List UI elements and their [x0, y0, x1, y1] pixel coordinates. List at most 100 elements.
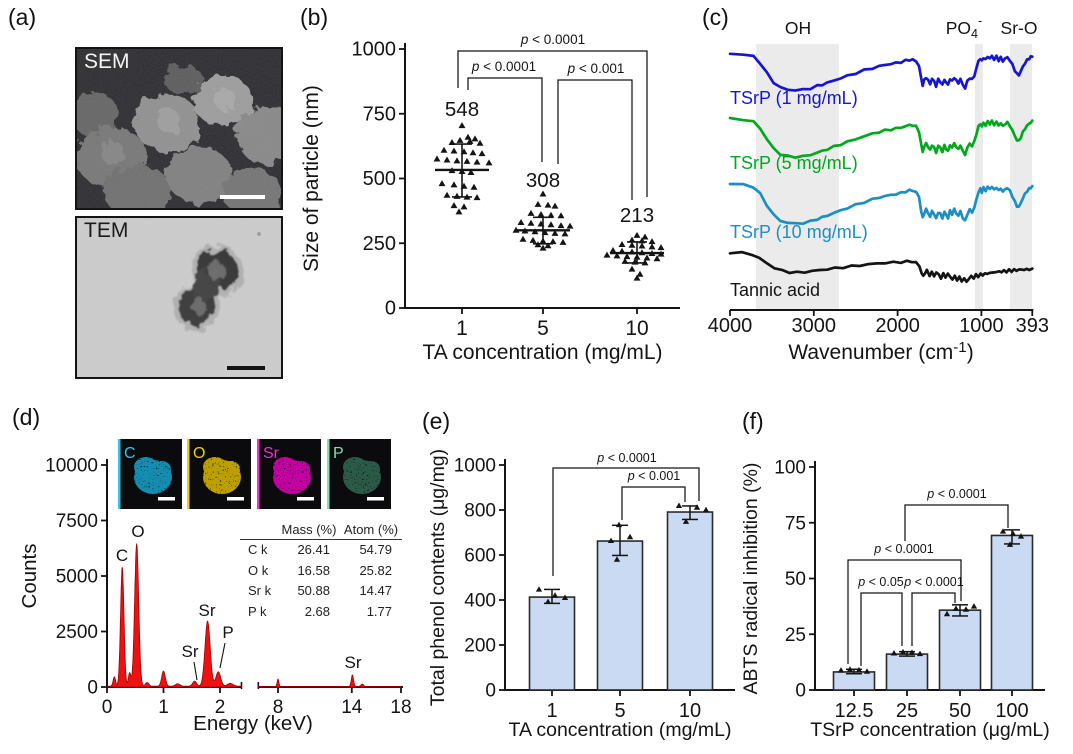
- svg-text:25: 25: [785, 625, 806, 646]
- svg-text:TA concentration (mg/mL): TA concentration (mg/mL): [422, 341, 662, 364]
- svg-text:5000: 5000: [56, 567, 98, 588]
- svg-text:0: 0: [485, 681, 496, 702]
- svg-text:O: O: [131, 522, 144, 541]
- spectra-plot: 4000 3000 2000 1000 393 Wavenumber (cm-1) TSrP…: [708, 14, 1049, 364]
- svg-text:OH: OH: [785, 18, 811, 38]
- svg-text:Tannic acid: Tannic acid: [730, 280, 820, 300]
- sem-image: SEM: [75, 47, 283, 210]
- svg-text:Sr-O: Sr-O: [1001, 18, 1038, 38]
- svg-text:TSrP (10 mg/mL): TSrP (10 mg/mL): [730, 222, 868, 242]
- svg-text:10000: 10000: [45, 456, 98, 477]
- bar-group: [990, 528, 1034, 691]
- svg-text:0: 0: [795, 681, 806, 702]
- svg-text:10: 10: [679, 700, 701, 722]
- svg-text:10: 10: [625, 317, 648, 340]
- svg-text:100: 100: [774, 458, 806, 479]
- svg-text:0: 0: [87, 678, 98, 699]
- eds-plot: 0 2500 5000 7500 10000 Counts 0 1 2 8 14 18 Energy (…: [18, 456, 412, 736]
- eds-table-row: O k 16.58 25.82: [248, 562, 392, 578]
- svg-text:Sr: Sr: [182, 642, 199, 661]
- panel-f: (f) 0 25 50 75 100 12.5 25 50 100 TSrP concentrat…: [730, 380, 1073, 754]
- svg-text:500: 500: [363, 168, 396, 190]
- bar-group: [938, 603, 982, 691]
- svg-text:5: 5: [537, 317, 549, 340]
- panel-d: (d) 0 2500 5000 7500 10000 Counts 0 1 2 8 14 18 Ener…: [0, 380, 420, 754]
- svg-text:2000: 2000: [875, 315, 920, 337]
- eds-table-row: Sr k 50.88 14.47: [248, 583, 392, 598]
- svg-text:600: 600: [464, 546, 496, 567]
- scatter-group: 213: [603, 204, 665, 281]
- sem-scalebar: [220, 195, 265, 199]
- svg-text:3000: 3000: [792, 315, 837, 337]
- svg-text:p < 0.001: p < 0.001: [567, 61, 625, 76]
- svg-text:p < 0.0001: p < 0.0001: [903, 575, 963, 589]
- svg-text:0: 0: [102, 697, 113, 718]
- sem-label: SEM: [84, 50, 130, 73]
- svg-text:75: 75: [785, 513, 806, 534]
- svg-text:1000: 1000: [352, 39, 397, 61]
- svg-text:ABTS radical inhibition (%): ABTS radical inhibition (%): [740, 463, 762, 695]
- svg-text:2500: 2500: [56, 622, 98, 643]
- eds-composition-table: Mass (%) Atom (%) C k 26.41 54.79 O k 16.58 25.…: [240, 522, 402, 622]
- spectrum-curve: [728, 250, 1034, 284]
- panel-f-label: (f): [742, 408, 764, 434]
- svg-text:213: 213: [620, 204, 654, 227]
- spectrum-curve: [728, 52, 1034, 92]
- svg-text:4000: 4000: [708, 315, 753, 337]
- ftir-spectra-chart: 4000 3000 2000 1000 393 Wavenumber (cm-1) TSrP…: [708, 14, 1049, 364]
- svg-text:12.5: 12.5: [835, 700, 874, 722]
- eds-table-header: Mass (%) Atom (%): [240, 522, 402, 540]
- panel-a: (a): [0, 0, 290, 385]
- svg-text:TSrP concentration (μg/mL): TSrP concentration (μg/mL): [810, 719, 1050, 741]
- svg-text:14: 14: [341, 697, 363, 718]
- svg-text:p < 0.0001: p < 0.0001: [596, 451, 656, 465]
- svg-text:Wavenumber (cm-1): Wavenumber (cm-1): [788, 339, 973, 364]
- tem-scalebar: [227, 366, 265, 370]
- svg-text:Counts: Counts: [18, 544, 41, 609]
- svg-text:p < 0.0001: p < 0.0001: [471, 59, 536, 74]
- svg-text:Sr: Sr: [199, 601, 216, 620]
- svg-text:TSrP (5 mg/mL): TSrP (5 mg/mL): [730, 153, 858, 173]
- svg-text:7500: 7500: [56, 511, 98, 532]
- bar-group: [596, 521, 644, 691]
- scatter-group: 548: [433, 98, 493, 215]
- panel-d-label: (d): [12, 404, 41, 430]
- eds-table-row: C k 26.41 54.79: [248, 542, 392, 557]
- svg-text:200: 200: [464, 636, 496, 657]
- panel-e-label: (e): [422, 408, 451, 434]
- spectrum-curve: [728, 116, 1034, 160]
- bar-group: [832, 666, 876, 691]
- svg-text:TSrP (1 mg/mL): TSrP (1 mg/mL): [730, 88, 858, 108]
- bar-group: [885, 648, 929, 691]
- tem-micrograph-art: [77, 218, 281, 377]
- svg-text:393: 393: [1016, 315, 1049, 337]
- svg-text:P: P: [222, 623, 233, 642]
- svg-text:50: 50: [949, 700, 971, 722]
- svg-text:TA concentration (mg/mL): TA concentration (mg/mL): [509, 719, 732, 741]
- tem-image: TEM: [75, 216, 283, 379]
- svg-text:18: 18: [390, 697, 411, 718]
- eds-table-row: P k 2.68 1.77: [248, 603, 392, 619]
- panel-b-label: (b): [300, 4, 329, 30]
- svg-text:25: 25: [896, 700, 918, 722]
- svg-text:Total phenol contents (μg/mg): Total phenol contents (μg/mg): [427, 449, 449, 706]
- svg-text:Size of particle (nm): Size of particle (nm): [300, 85, 323, 272]
- panel-c-label: (c): [702, 4, 729, 30]
- svg-text:308: 308: [526, 169, 560, 192]
- svg-text:1: 1: [456, 317, 468, 340]
- eds-spectrum: [257, 674, 402, 688]
- svg-text:2: 2: [215, 697, 226, 718]
- svg-text:1: 1: [546, 700, 557, 722]
- svg-text:p < 0.0001: p < 0.0001: [873, 542, 933, 556]
- sem-micrograph-art: [77, 49, 281, 208]
- svg-text:1: 1: [158, 697, 169, 718]
- spectrum-curve: [728, 182, 1034, 226]
- svg-text:p < 0.001: p < 0.001: [627, 469, 681, 483]
